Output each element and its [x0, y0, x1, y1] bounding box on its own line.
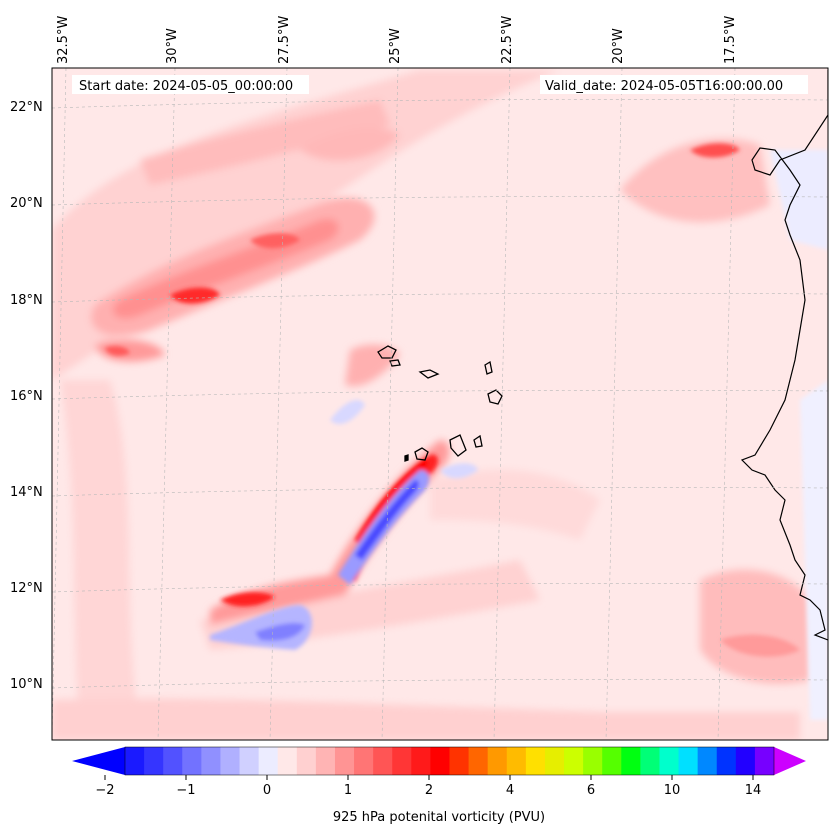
lat-label: 18°N: [10, 293, 43, 308]
colorbar-segment: [659, 747, 680, 775]
colorbar-segment: [525, 747, 546, 775]
colorbar-segment: [544, 747, 565, 775]
lat-label: 20°N: [10, 196, 43, 211]
lat-label: 22°N: [10, 100, 43, 115]
colorbar-segment: [163, 747, 183, 775]
colorbar-segment: [373, 747, 393, 775]
lat-label: 12°N: [10, 581, 43, 596]
colorbar-segment: [487, 747, 508, 775]
colorbar-title: 925 hPa potenital vorticity (PVU): [333, 810, 545, 825]
colorbar-segment: [430, 747, 450, 775]
colorbar-segments: [125, 747, 775, 775]
lat-label: 10°N: [10, 677, 43, 692]
start-date-box: [72, 75, 309, 94]
lon-label: 30°W: [165, 28, 180, 64]
lon-label: 17.5°W: [723, 16, 738, 64]
colorbar-segment: [296, 747, 317, 775]
start-date-text: Start date: 2024-05-05_00:00:00: [79, 79, 293, 94]
colorbar-segment: [182, 747, 202, 775]
longitude-labels: 32.5°W 30°W 27.5°W 25°W 22.5°W 20°W 17.5…: [56, 16, 738, 64]
colorbar-tick-label: 2: [425, 783, 433, 798]
africa-coastline: [740, 70, 828, 641]
lon-label: 25°W: [388, 28, 403, 64]
valid-date-box: [540, 75, 808, 94]
pv-field: [52, 68, 828, 740]
colorbar-segment: [621, 747, 641, 775]
lon-label: 27.5°W: [277, 16, 292, 64]
colorbar-segment: [315, 747, 336, 775]
colorbar-segment: [144, 747, 164, 775]
map-frame: [51, 67, 829, 741]
colorbar-segment: [411, 747, 431, 775]
colorbar-segment: [277, 747, 298, 775]
colorbar-tick-label: −2: [95, 783, 114, 798]
colorbar-tick-label: 6: [587, 783, 595, 798]
colorbar-segment: [354, 747, 374, 775]
colorbar: −2 −1 0 1 2 4 6 10 14 925 hPa potenital …: [72, 746, 806, 825]
colorbar-segment: [220, 747, 241, 775]
colorbar-over-arrow: [774, 747, 806, 775]
colorbar-tick-label: 0: [263, 783, 271, 798]
colorbar-segment: [640, 747, 660, 775]
colorbar-segment: [506, 747, 527, 775]
lon-label: 20°W: [611, 28, 626, 64]
colorbar-segment: [583, 747, 603, 775]
colorbar-ticks: [104, 775, 754, 780]
colorbar-segment: [392, 747, 412, 775]
colorbar-under-arrow: [72, 747, 125, 775]
lon-label: 32.5°W: [56, 16, 71, 64]
colorbar-segment: [564, 747, 584, 775]
map-gridlines: [52, 68, 828, 740]
colorbar-tick-label: 4: [506, 783, 514, 798]
colorbar-tick-label: 10: [664, 783, 681, 798]
colorbar-tick-label: −1: [176, 783, 195, 798]
colorbar-tick-label: 1: [344, 783, 352, 798]
cape-verde-islands: [377, 345, 503, 462]
colorbar-segment: [754, 747, 775, 775]
lat-label: 16°N: [10, 389, 43, 404]
colorbar-segment: [449, 747, 470, 775]
valid-date-text: Valid_date: 2024-05-05T16:00:00.00: [545, 79, 783, 94]
lat-label: 14°N: [10, 485, 43, 500]
lon-label: 22.5°W: [500, 16, 515, 64]
colorbar-segment: [602, 747, 622, 775]
colorbar-segment: [678, 747, 699, 775]
colorbar-tick-label: 14: [745, 783, 762, 798]
colorbar-tick-labels: −2 −1 0 1 2 4 6 10 14: [95, 783, 761, 798]
colorbar-segment: [125, 747, 145, 775]
colorbar-segment: [201, 747, 221, 775]
colorbar-segment: [735, 747, 756, 775]
colorbar-frame: [124, 746, 775, 776]
colorbar-segment: [468, 747, 489, 775]
colorbar-segment: [239, 747, 260, 775]
latitude-labels: 22°N 20°N 18°N 16°N 14°N 12°N 10°N: [10, 100, 43, 692]
colorbar-segment: [258, 747, 279, 775]
colorbar-segment: [334, 747, 355, 775]
colorbar-segment: [716, 747, 737, 775]
colorbar-segment: [697, 747, 718, 775]
